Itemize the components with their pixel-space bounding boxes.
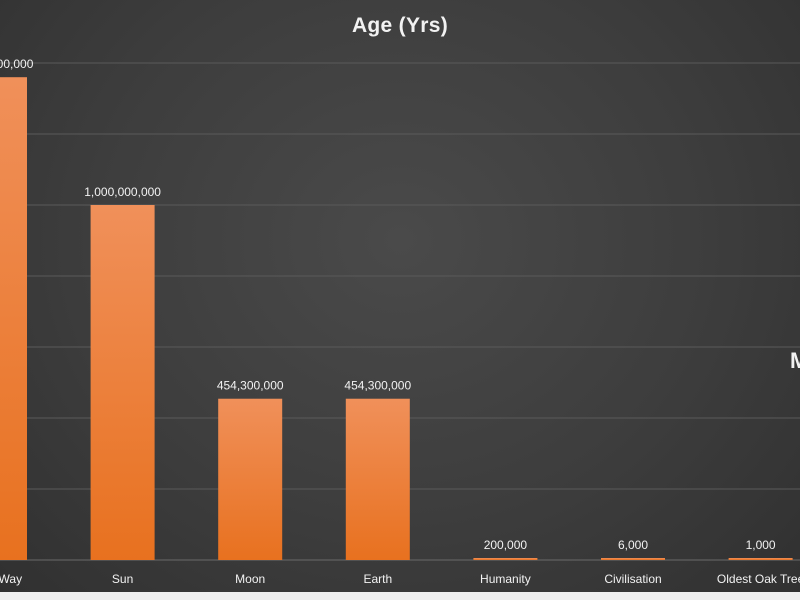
bar-humanity [473,558,538,560]
bar-oldest-oak-tree [728,558,793,560]
data-label: 6,000 [618,538,648,552]
data-label: 454,300,000 [344,379,411,393]
sheet-strip [0,592,800,600]
category-label: Earth [363,572,392,586]
data-label: 1,000 [746,538,776,552]
data-label: 200,000 [484,538,528,552]
data-label: 1,360,000,000 [0,57,34,71]
bar-civilisation [601,558,665,560]
bar-milky-way [0,77,27,560]
data-label: 1,000,000,000 [84,185,161,199]
chart-title: Age (Yrs) [351,14,449,37]
clipped-side-text: M [790,348,800,373]
category-label: Sun [112,572,133,586]
category-label: Milky Way [0,572,22,586]
category-label: Civilisation [604,572,661,586]
bar-moon [218,398,283,560]
bar-sun [90,205,155,560]
data-label: 454,300,000 [217,379,284,393]
category-label: Oldest Oak Tree [717,572,800,586]
category-label: Humanity [480,572,531,586]
category-label: Moon [235,572,265,586]
bar-earth [345,398,410,560]
